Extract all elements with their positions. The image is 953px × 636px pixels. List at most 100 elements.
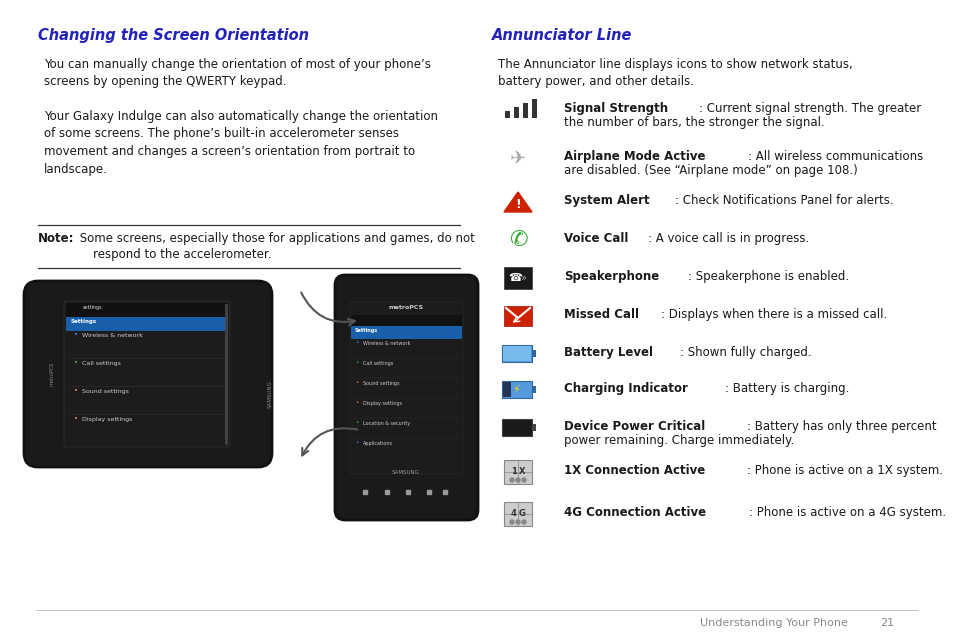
- Text: ⚡: ⚡: [512, 385, 519, 395]
- Text: Battery Level: Battery Level: [563, 346, 652, 359]
- FancyArrowPatch shape: [301, 293, 355, 326]
- Text: You can manually change the orientation of most of your phone’s
screens by openi: You can manually change the orientation …: [44, 58, 431, 88]
- Text: The Annunciator line displays icons to show network status,
battery power, and o: The Annunciator line displays icons to s…: [497, 58, 852, 88]
- Text: Speakerphone: Speakerphone: [563, 270, 659, 283]
- Text: Settings: Settings: [355, 328, 377, 333]
- Text: Voice Call: Voice Call: [563, 232, 628, 245]
- Text: respond to the accelerometer.: respond to the accelerometer.: [92, 248, 272, 261]
- Text: •: •: [355, 420, 358, 425]
- Bar: [351, 315, 461, 326]
- Text: Call settings: Call settings: [82, 361, 121, 366]
- Bar: [503, 460, 532, 484]
- Bar: [503, 502, 532, 526]
- Text: 4: 4: [511, 509, 517, 518]
- Text: : All wireless communications: : All wireless communications: [747, 150, 923, 163]
- Text: : Current signal strength. The greater: : Current signal strength. The greater: [699, 102, 921, 115]
- Text: Device Power Critical: Device Power Critical: [563, 420, 704, 433]
- FancyBboxPatch shape: [335, 275, 477, 520]
- Bar: [532, 350, 536, 357]
- Text: •: •: [355, 340, 358, 345]
- Text: power remaining. Charge immediately.: power remaining. Charge immediately.: [563, 434, 794, 447]
- Text: Your Galaxy Indulge can also automatically change the orientation
of some screen: Your Galaxy Indulge can also automatical…: [44, 110, 437, 176]
- Text: Some screens, especially those for applications and games, do not: Some screens, especially those for appli…: [76, 232, 475, 245]
- Bar: [522, 103, 527, 118]
- Circle shape: [510, 478, 514, 482]
- Bar: [504, 111, 510, 118]
- FancyBboxPatch shape: [350, 302, 462, 474]
- Circle shape: [521, 478, 525, 482]
- Bar: [66, 303, 228, 317]
- Bar: [501, 381, 532, 398]
- Text: ☎: ☎: [508, 273, 521, 283]
- Text: Wireless & network: Wireless & network: [363, 341, 410, 346]
- Text: •: •: [355, 380, 358, 385]
- Text: 1: 1: [511, 467, 517, 476]
- Text: •: •: [74, 332, 78, 338]
- Text: : Phone is active on a 1X system.: : Phone is active on a 1X system.: [746, 464, 943, 477]
- Text: SAMSUNG: SAMSUNG: [267, 380, 273, 408]
- Text: •: •: [74, 388, 78, 394]
- Text: Annunciator Line: Annunciator Line: [492, 28, 632, 43]
- FancyBboxPatch shape: [64, 301, 230, 447]
- Text: metroPCS: metroPCS: [50, 362, 54, 386]
- Bar: [503, 267, 532, 289]
- Text: •: •: [355, 440, 358, 445]
- Text: Settings: Settings: [71, 319, 97, 324]
- Text: Understanding Your Phone: Understanding Your Phone: [700, 618, 847, 628]
- Text: •: •: [355, 360, 358, 365]
- Text: : Speakerphone is enabled.: : Speakerphone is enabled.: [687, 270, 848, 283]
- Text: Call settings: Call settings: [363, 361, 393, 366]
- Text: : Battery has only three percent: : Battery has only three percent: [746, 420, 936, 433]
- Circle shape: [516, 520, 519, 524]
- Text: •: •: [74, 360, 78, 366]
- Text: Signal Strength: Signal Strength: [563, 102, 667, 115]
- Text: : Battery is charging.: : Battery is charging.: [724, 382, 848, 395]
- Bar: [532, 386, 536, 393]
- Text: settings: settings: [83, 305, 103, 310]
- Circle shape: [516, 478, 519, 482]
- Text: : Phone is active on a 4G system.: : Phone is active on a 4G system.: [748, 506, 944, 519]
- Bar: [66, 317, 228, 331]
- Text: the number of bars, the stronger the signal.: the number of bars, the stronger the sig…: [563, 116, 824, 129]
- Text: Sound settings: Sound settings: [363, 381, 399, 386]
- Text: 21: 21: [879, 618, 893, 628]
- Circle shape: [510, 520, 514, 524]
- Text: Note:: Note:: [38, 232, 74, 245]
- Text: •: •: [355, 400, 358, 405]
- Bar: [514, 107, 518, 118]
- Text: : A voice call is in progress.: : A voice call is in progress.: [647, 232, 808, 245]
- Text: : Shown fully charged.: : Shown fully charged.: [679, 346, 810, 359]
- Text: »: »: [519, 273, 525, 283]
- Bar: [502, 346, 531, 361]
- Text: Airplane Mode Active: Airplane Mode Active: [563, 150, 705, 163]
- Text: Applications: Applications: [363, 441, 393, 446]
- Bar: [502, 382, 511, 397]
- Text: Missed Call: Missed Call: [563, 308, 639, 321]
- Text: System Alert: System Alert: [563, 194, 649, 207]
- Text: Location & security: Location & security: [363, 421, 410, 426]
- Bar: [532, 424, 536, 431]
- Text: 4G Connection Active: 4G Connection Active: [563, 506, 705, 519]
- Text: metroPCS: metroPCS: [388, 305, 423, 310]
- Text: ✆: ✆: [508, 230, 527, 250]
- Text: Changing the Screen Orientation: Changing the Screen Orientation: [38, 28, 309, 43]
- Text: X: X: [518, 467, 525, 476]
- Bar: [351, 326, 461, 339]
- Text: Display settings: Display settings: [363, 401, 402, 406]
- Text: : Check Notifications Panel for alerts.: : Check Notifications Panel for alerts.: [675, 194, 893, 207]
- Bar: [501, 419, 532, 436]
- Text: !: !: [515, 198, 520, 212]
- Text: Wireless & network: Wireless & network: [82, 333, 143, 338]
- Text: ✈: ✈: [509, 148, 526, 167]
- Text: Display settings: Display settings: [82, 417, 132, 422]
- Text: Sound settings: Sound settings: [82, 389, 129, 394]
- FancyArrowPatch shape: [302, 428, 357, 455]
- Polygon shape: [503, 192, 532, 212]
- Text: : Displays when there is a missed call.: : Displays when there is a missed call.: [660, 308, 886, 321]
- Text: SAMSUNG: SAMSUNG: [392, 469, 419, 474]
- Text: are disabled. (See “Airplane mode” on page 108.): are disabled. (See “Airplane mode” on pa…: [563, 164, 857, 177]
- Text: •: •: [74, 416, 78, 422]
- Circle shape: [521, 520, 525, 524]
- Text: G: G: [518, 509, 525, 518]
- Bar: [532, 99, 537, 118]
